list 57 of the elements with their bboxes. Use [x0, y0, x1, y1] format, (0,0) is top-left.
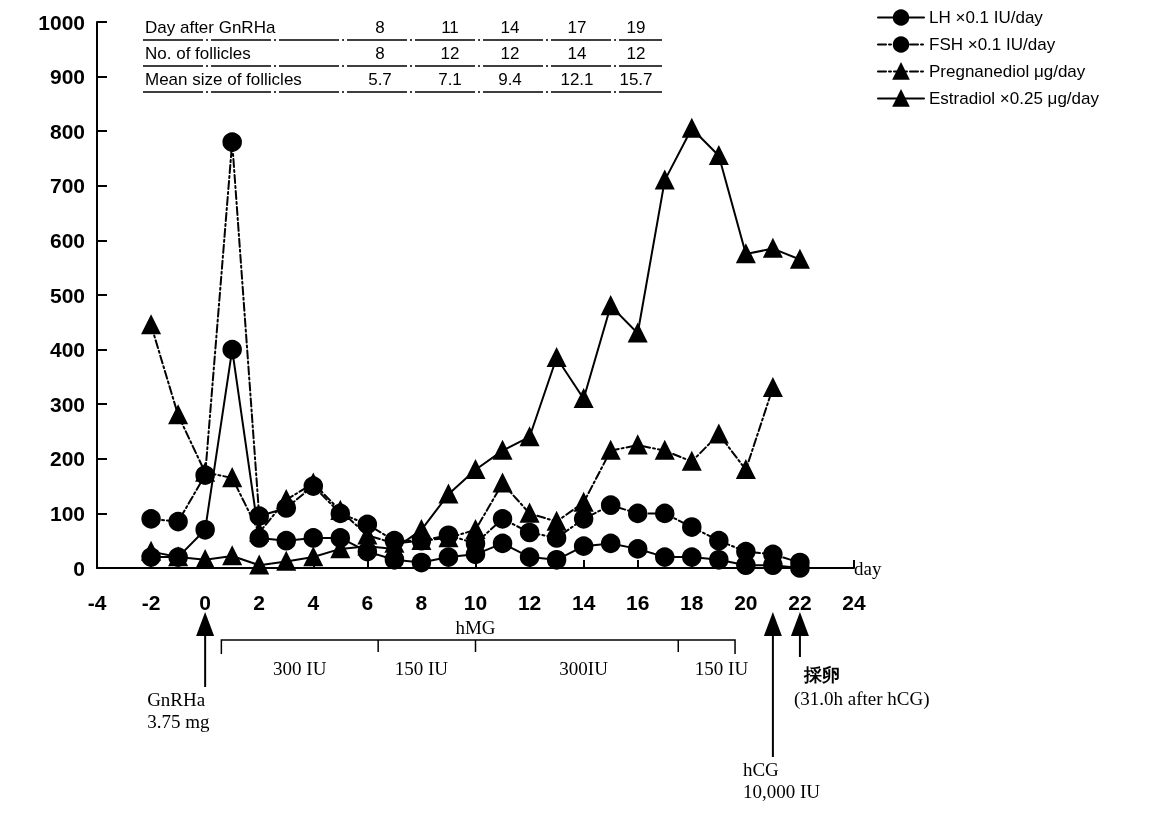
y-tick-label: 100: [49, 501, 85, 525]
x-axis-title: day: [854, 557, 882, 579]
x-tick-label: 22: [788, 591, 812, 614]
text: 150 IU: [694, 658, 749, 680]
text: 300 IU: [273, 658, 327, 680]
legend-label: Pregnanediol μg/day: [929, 62, 1086, 81]
annotation: 19: [626, 18, 646, 38]
annotation: No. of follicles: [145, 44, 251, 64]
x-tick-label: 4: [307, 591, 320, 614]
x-tick-label: 2: [253, 591, 266, 614]
x-tick-label: -4: [87, 591, 107, 614]
x-tick-label: 20: [734, 591, 758, 614]
annotation: 12: [500, 44, 520, 64]
y-tick-label: 1000: [38, 10, 85, 34]
annotation: 14: [500, 18, 520, 38]
annotation: 8: [375, 18, 385, 38]
annotation: 11: [441, 18, 459, 38]
annotation: 12: [440, 44, 460, 64]
y-tick-label: 500: [49, 283, 85, 307]
y-tick-label: 900: [49, 65, 85, 89]
y-tick-label: 800: [49, 119, 85, 143]
x-tick-label: 0: [199, 591, 211, 614]
text: GnRHa 3.75 mg: [147, 689, 210, 733]
text: 300IU: [559, 658, 608, 680]
annotation: 12: [626, 44, 646, 64]
x-tick-label: 16: [626, 591, 650, 614]
annotation: 14: [567, 44, 587, 64]
annotation: 17: [567, 18, 587, 38]
x-tick-label: -2: [141, 591, 161, 614]
x-tick-label: 8: [415, 591, 428, 614]
annotation: Day after GnRHa: [145, 18, 276, 38]
legend-label: LH ×0.1 IU/day: [929, 8, 1044, 27]
annotation: 5.7: [368, 70, 392, 90]
annotation: 12.1: [560, 70, 594, 90]
y-tick-label: 600: [49, 228, 85, 252]
annotation: 8: [375, 44, 385, 64]
y-tick-label: 700: [49, 174, 85, 198]
legend-label: FSH ×0.1 IU/day: [929, 35, 1056, 54]
text: hCG 10,000 IU: [742, 759, 820, 803]
x-tick-label: 6: [361, 591, 374, 614]
annotation: 7.1: [438, 70, 462, 90]
y-tick-label: 0: [73, 556, 85, 580]
text: 150 IU: [394, 658, 449, 680]
annotation: 15.7: [619, 70, 653, 90]
text: 採卵 (31.0h after hCG): [793, 664, 930, 710]
y-tick-label: 300: [49, 392, 85, 416]
text: hMG: [455, 617, 496, 639]
x-tick-label: 24: [842, 591, 866, 614]
x-tick-label: 18: [680, 591, 704, 614]
y-tick-label: 400: [49, 338, 85, 362]
annotation: Mean size of follicles: [145, 70, 302, 90]
x-tick-label: 12: [517, 591, 542, 614]
y-tick-label: 200: [49, 447, 85, 471]
x-tick-label: 10: [463, 591, 488, 614]
x-tick-label: 14: [571, 591, 596, 614]
annotation: 9.4: [498, 70, 522, 90]
legend-label: Estradiol ×0.25 μg/day: [929, 89, 1100, 108]
